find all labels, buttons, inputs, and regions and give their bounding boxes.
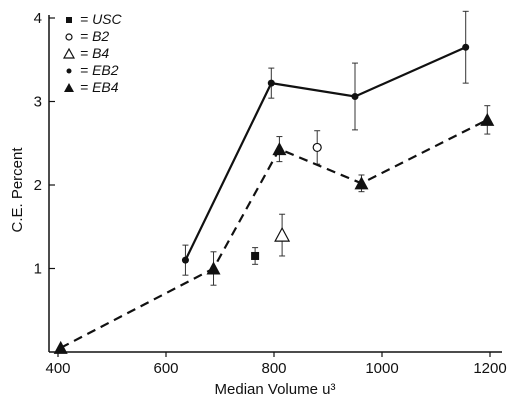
marker-square-filled — [251, 251, 260, 260]
series-line — [184, 46, 467, 261]
marker-triangle-filled — [354, 176, 369, 190]
x-tick-label: 1000 — [365, 360, 398, 377]
y-tick-label: 3 — [34, 94, 42, 111]
marker-triangle-filled — [206, 261, 221, 275]
legend: = USC= B2= B4= EB2= EB4 — [62, 11, 123, 95]
marker-triangle-filled — [272, 142, 287, 156]
marker-circle-filled — [351, 92, 359, 100]
marker-circle-filled — [462, 43, 470, 51]
legend-label: = B2 — [80, 28, 109, 44]
y-tick-label: 4 — [34, 10, 42, 27]
y-tick-label: 1 — [34, 261, 42, 278]
x-tick-label: 600 — [153, 360, 178, 377]
marker-triangle-open — [62, 47, 76, 59]
x-tick-label: 1200 — [473, 360, 506, 377]
marker-triangle-open — [274, 226, 291, 242]
x-axis-title: Median Volume u³ — [215, 381, 336, 398]
x-tick-label: 400 — [45, 360, 70, 377]
y-tick-label: 2 — [34, 177, 42, 194]
marker-square-filled — [66, 17, 72, 23]
marker-triangle-filled — [53, 340, 68, 354]
series-b4 — [274, 213, 291, 257]
series-layer — [53, 10, 495, 354]
series-eb2 — [181, 10, 470, 276]
legend-label: = USC — [80, 11, 123, 27]
legend-label: = B4 — [80, 45, 109, 61]
series-usc — [251, 247, 260, 265]
x-tick-label: 800 — [261, 360, 286, 377]
marker-circle-filled — [66, 68, 72, 74]
marker-circle-open — [65, 33, 73, 41]
marker-circle-filled — [181, 256, 189, 264]
x-ticks: 400 600 800 1000 1200 — [45, 352, 507, 377]
y-axis-title: C.E. Percent — [9, 147, 26, 233]
marker-circle-open — [312, 142, 322, 153]
marker-triangle-filled — [64, 83, 74, 92]
legend-label: = EB2 — [80, 62, 119, 78]
marker-triangle-filled — [480, 112, 495, 126]
series-eb4 — [53, 105, 495, 354]
series-b2 — [312, 130, 322, 165]
legend-label: = EB4 — [80, 79, 119, 95]
plot-frame — [48, 15, 502, 353]
marker-circle-filled — [267, 79, 275, 87]
y-ticks: 1 2 3 4 — [34, 10, 55, 278]
